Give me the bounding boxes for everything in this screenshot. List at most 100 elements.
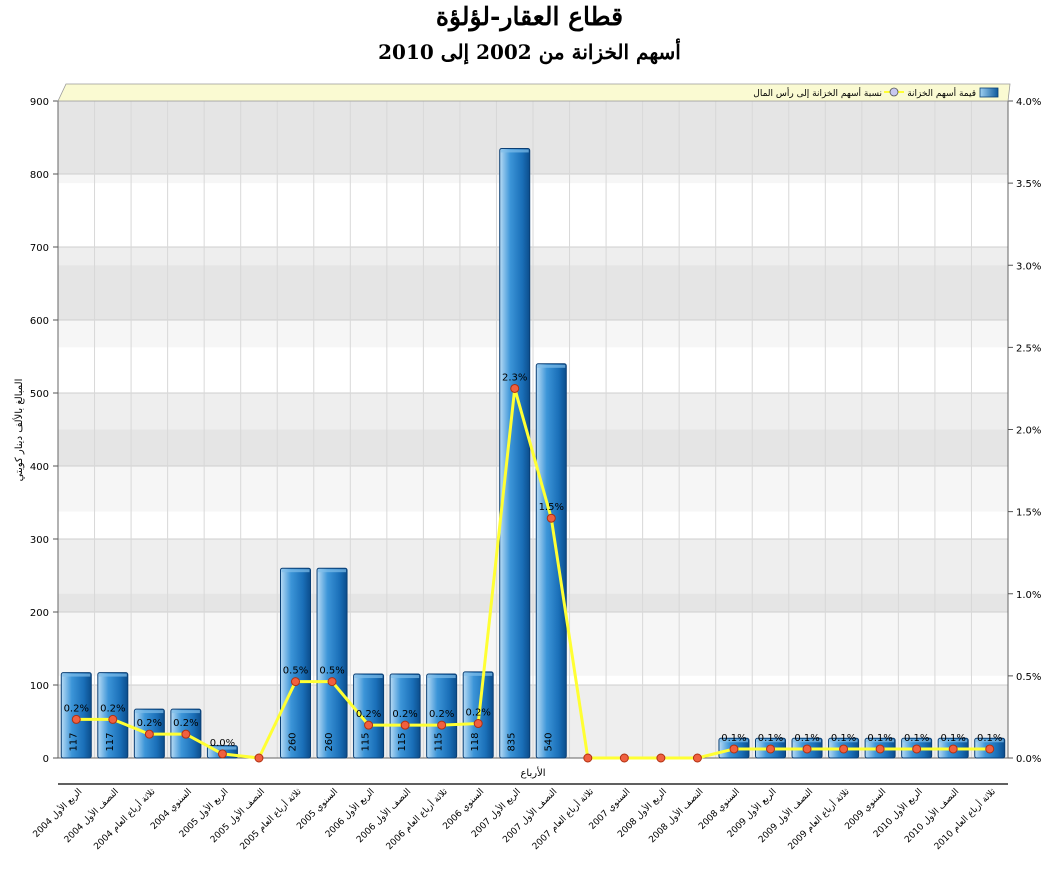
ratio-point [108,714,118,724]
ratio-value-label: 0.1% [977,733,1002,744]
legend-box [57,83,1011,102]
legend-bar-label: قيمة أسهم الخزانة [907,87,976,99]
bar-highlight [793,739,822,743]
bar-highlight [939,739,968,743]
ratio-value-label: 1.5% [539,502,564,513]
bar-highlight [756,739,785,743]
y2-tick-label: 1.0% [1016,590,1041,601]
ratio-value-label: 0.2% [137,718,162,729]
bar-value-label: 117 [68,732,79,751]
y2-tick-label: 0.5% [1016,672,1041,683]
bar [426,673,458,759]
y2-tick-label: 2.5% [1016,343,1041,354]
ratio-point [71,714,81,724]
bar-value-label: 118 [470,732,481,751]
ratio-value-label: 0.1% [904,733,929,744]
bar [280,567,311,759]
bar-highlight [391,675,420,679]
ratio-point [546,513,556,523]
x-tick-label: ثلاثة أرباع العام 2010 [931,785,998,852]
ratio-value-label: 0.5% [283,666,308,677]
ratio-value-label: 0.2% [465,708,490,719]
x-axis-title: الأرباع [520,766,545,779]
legend-line-marker [889,87,899,97]
x-tick-label: ثلاثة أرباع العام 2009 [785,785,852,852]
ratio-point [473,719,483,729]
ratio-point [291,677,300,687]
bar-value-label: 115 [361,732,372,751]
bar-highlight [537,364,566,368]
ratio-point [985,744,995,754]
y-tick-label: 400 [30,462,49,473]
ratio-value-label: 0.2% [173,718,198,729]
ratio-point [144,729,154,739]
legend-line-label: نسبة أسهم الخزانة إلى رأس المال [753,87,882,99]
ratio-value-label: 0.1% [794,733,819,744]
y-tick-label: 300 [30,535,49,546]
y-tick-label: 900 [30,97,49,108]
y-tick-label: 700 [30,243,49,254]
ratio-value-label: 0.1% [940,733,965,744]
y-tick-label: 800 [30,170,49,181]
bar-highlight [98,673,127,677]
ratio-point [912,744,922,754]
y2-tick-label: 3.5% [1016,179,1041,190]
ratio-value-label: 0.1% [831,733,856,744]
bar-value-label: 540 [543,732,554,751]
ratio-point [692,753,702,763]
ratio-point [729,744,739,754]
y2-tick-label: 4.0% [1016,97,1041,108]
ratio-value-label: 0.2% [356,709,381,720]
ratio-point [948,744,958,754]
ratio-point [364,720,374,730]
bar-highlight [719,739,748,743]
bar-value-label: 115 [397,732,408,751]
bar-value-label: 260 [288,732,299,751]
y-tick-label: 100 [30,681,49,692]
ratio-point [510,383,520,393]
ratio-point [656,753,666,763]
legend-bar-swatch [979,87,999,98]
bar-value-label: 835 [507,732,518,751]
ratio-point [875,744,885,754]
bar-highlight [866,739,895,743]
ratio-point [766,744,775,754]
ratio-point [583,753,593,763]
bar-highlight [135,710,164,714]
bar-highlight [354,675,383,679]
ratio-value-label: 0.2% [100,703,125,714]
ratio-value-label: 0.2% [392,709,417,720]
ratio-point [217,749,227,759]
bar [535,363,567,759]
x-tick-label: ثلاثة أرباع العام 2005 [237,785,304,852]
bar-highlight [281,569,310,573]
y-tick-label: 500 [30,389,49,400]
bar [389,673,421,759]
y2-tick-label: 0.0% [1016,754,1041,765]
x-tick-label: ثلاثة أرباع العام 2004 [91,785,158,852]
ratio-point [802,744,812,754]
ratio-point [254,753,264,763]
bar [353,673,385,759]
ratio-line [76,386,990,760]
x-tick-label: ثلاثة أرباع العام 2007 [529,785,596,852]
ratio-point [619,753,629,763]
ratio-point [839,744,849,754]
y2-tick-label: 3.0% [1016,261,1041,272]
bar-highlight [902,739,931,743]
ratio-value-label: 0.1% [758,733,783,744]
bar [316,567,348,759]
ratio-value-label: 0.5% [319,666,344,677]
x-tick-label: ثلاثة أرباع العام 2006 [383,785,450,852]
ratio-value-label: 2.3% [502,372,527,383]
ratio-value-label: 0.1% [867,733,892,744]
bar-highlight [208,746,237,750]
y-tick-label: 0 [43,754,49,765]
y-tick-label: 200 [30,608,49,619]
ratio-point [437,720,447,730]
ratio-value-label: 0.1% [721,733,746,744]
y-axis-title: المبالغ بالألف دينار كويتي [12,379,25,482]
y2-tick-label: 1.5% [1016,508,1041,519]
ratio-point [400,720,410,730]
